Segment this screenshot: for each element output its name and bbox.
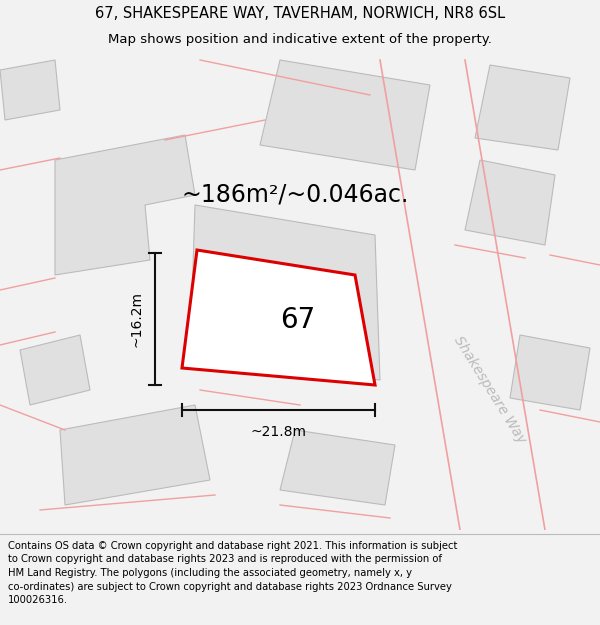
Text: Contains OS data © Crown copyright and database right 2021. This information is : Contains OS data © Crown copyright and d… [8, 541, 457, 551]
Polygon shape [55, 135, 195, 275]
Polygon shape [190, 205, 380, 380]
Polygon shape [182, 250, 375, 385]
Polygon shape [465, 160, 555, 245]
Text: Shakespeare Way: Shakespeare Way [451, 334, 529, 446]
Polygon shape [475, 65, 570, 150]
Text: 67: 67 [280, 306, 315, 334]
Text: Map shows position and indicative extent of the property.: Map shows position and indicative extent… [108, 32, 492, 46]
Text: HM Land Registry. The polygons (including the associated geometry, namely x, y: HM Land Registry. The polygons (includin… [8, 568, 412, 578]
Text: ~16.2m: ~16.2m [130, 291, 144, 347]
Text: co-ordinates) are subject to Crown copyright and database rights 2023 Ordnance S: co-ordinates) are subject to Crown copyr… [8, 581, 452, 591]
Text: ~186m²/~0.046ac.: ~186m²/~0.046ac. [181, 183, 409, 207]
Text: 100026316.: 100026316. [8, 595, 68, 605]
Text: ~21.8m: ~21.8m [251, 425, 307, 439]
Polygon shape [510, 335, 590, 410]
Polygon shape [260, 60, 430, 170]
Polygon shape [280, 430, 395, 505]
Text: 67, SHAKESPEARE WAY, TAVERHAM, NORWICH, NR8 6SL: 67, SHAKESPEARE WAY, TAVERHAM, NORWICH, … [95, 6, 505, 21]
Text: to Crown copyright and database rights 2023 and is reproduced with the permissio: to Crown copyright and database rights 2… [8, 554, 442, 564]
Polygon shape [60, 405, 210, 505]
Polygon shape [0, 60, 60, 120]
Polygon shape [20, 335, 90, 405]
